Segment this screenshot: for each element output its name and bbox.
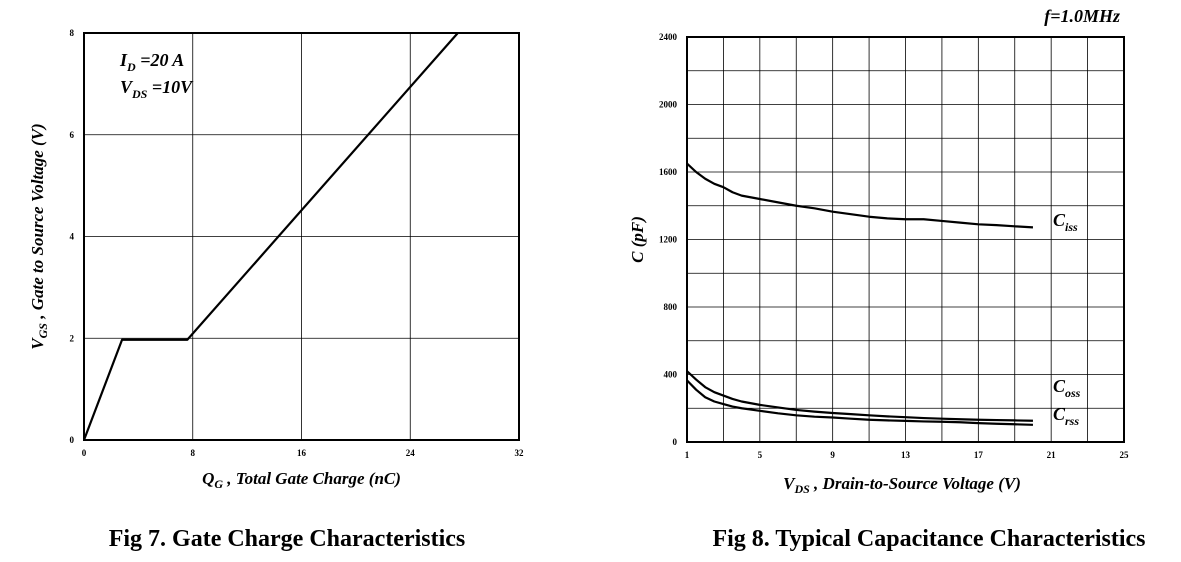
x-tick-label: 9 [830, 450, 835, 460]
y-tick-label: 6 [70, 130, 75, 140]
figure-caption: Fig 7. Gate Charge Characteristics [109, 526, 466, 552]
x-tick-label: 0 [82, 448, 87, 458]
y-tick-label: 2 [70, 333, 75, 343]
x-tick-label: 24 [406, 448, 416, 458]
y-tick-label: 4 [70, 232, 75, 242]
y-tick-label: 8 [70, 28, 75, 38]
x-tick-label: 1 [685, 450, 690, 460]
x-axis-label: VDS , Drain-to-Source Voltage (V) [783, 474, 1021, 496]
annotation-drain-source-voltage: VDS =10V [120, 77, 194, 101]
annotation-drain-current: ID =20 A [119, 50, 184, 74]
series-label-oss: Coss [1053, 376, 1081, 400]
y-tick-label: 1200 [659, 235, 678, 245]
plot-frame [83, 32, 520, 441]
series-label-iss: Ciss [1053, 210, 1078, 234]
y-axis-label: C (pF) [628, 216, 647, 263]
x-axis-label: QG , Total Gate Charge (nC) [202, 469, 401, 491]
x-tick-label: 13 [901, 450, 911, 460]
x-tick-label: 32 [515, 448, 525, 458]
y-tick-label: 0 [70, 435, 75, 445]
y-tick-label: 1600 [659, 167, 678, 177]
series-line-oss [686, 370, 1033, 422]
series-label-rss: Crss [1053, 404, 1079, 428]
gate-charge-curve [82, 32, 459, 441]
y-tick-label: 800 [664, 302, 678, 312]
y-tick-label: 2400 [659, 32, 678, 42]
x-tick-label: 5 [758, 450, 763, 460]
capacitance-chart: 1 5 9 13 17 21 25 0 400 800 1200 1600 2000 2400 Ciss Co… [628, 6, 1146, 552]
y-tick-label: 400 [664, 370, 678, 380]
y-tick-label: 0 [673, 437, 678, 447]
plot-frame [686, 36, 1125, 443]
y-tick-label: 2000 [659, 100, 678, 110]
x-tick-label: 16 [297, 448, 307, 458]
x-tick-label: 17 [974, 450, 984, 460]
frequency-annotation: f=1.0MHz [1044, 6, 1120, 26]
series-line-rss [686, 379, 1033, 426]
figure-caption: Fig 8. Typical Capacitance Characteristi… [712, 526, 1145, 552]
x-tick-label: 21 [1047, 450, 1057, 460]
x-tick-label: 25 [1120, 450, 1130, 460]
y-axis-label: VGS , Gate to Source Voltage (V) [28, 123, 50, 349]
x-tick-label: 8 [191, 448, 196, 458]
series-line-iss [686, 162, 1034, 229]
